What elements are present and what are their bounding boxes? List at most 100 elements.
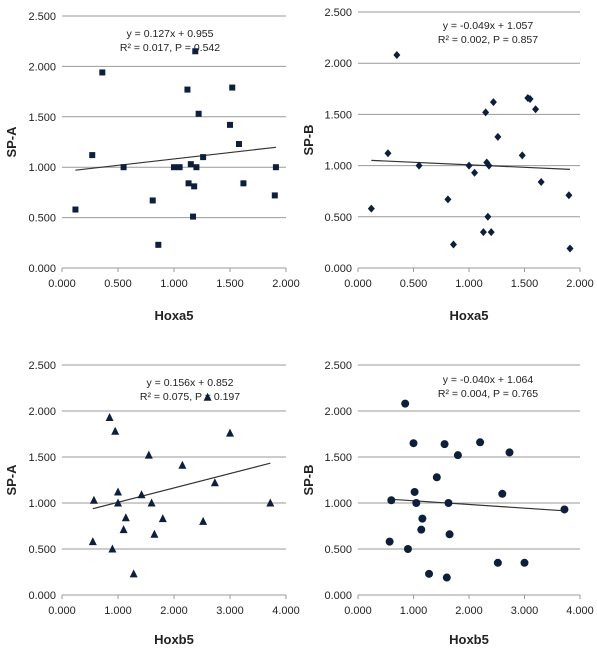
data-point (505, 448, 514, 457)
data-point (99, 69, 106, 76)
trend-line (75, 146, 276, 171)
data-point (484, 212, 492, 221)
x-tick-label: 1.000 (400, 605, 428, 617)
x-tick-label: 0.000 (48, 278, 76, 290)
data-point (471, 168, 479, 177)
y-tick-label: 2.000 (28, 61, 56, 73)
data-point (442, 573, 451, 582)
data-point (418, 514, 427, 523)
data-point (105, 412, 114, 421)
x-axis-label: Hoxb5 (154, 632, 194, 647)
data-point (195, 110, 202, 117)
data-point (444, 195, 452, 204)
x-tick-label: 1.500 (216, 278, 244, 290)
data-point (199, 516, 208, 525)
data-point (150, 529, 159, 538)
x-tick-label: 1.500 (511, 278, 539, 290)
data-point (384, 149, 392, 158)
data-point (178, 460, 187, 469)
data-point (184, 86, 191, 93)
data-point (114, 487, 122, 496)
y-axis-label: SP-B (301, 124, 316, 155)
data-point (144, 450, 153, 459)
y-tick-label: 2.000 (324, 406, 352, 418)
data-point (191, 183, 198, 190)
data-point (412, 499, 421, 507)
data-point (444, 499, 453, 507)
regression-equation: y = -0.049x + 1.057 (443, 20, 534, 32)
y-axis-label: SP-A (4, 126, 19, 158)
data-point (89, 495, 98, 504)
data-point (193, 164, 200, 171)
y-tick-label: 2.500 (324, 7, 352, 19)
regression-equation: y = 0.156x + 0.852 (147, 377, 234, 389)
y-tick-label: 1.000 (324, 498, 352, 510)
x-tick-label: 1.000 (160, 278, 188, 290)
y-tick-label: 0.000 (324, 263, 352, 275)
data-point (498, 489, 507, 498)
data-point (155, 241, 162, 248)
data-point (185, 180, 192, 187)
data-point (410, 487, 419, 496)
y-tick-label: 1.500 (28, 112, 56, 124)
data-point (401, 399, 410, 408)
data-point (453, 451, 462, 460)
data-point (235, 141, 242, 148)
data-point (409, 439, 418, 448)
x-tick-label: 1.000 (455, 278, 483, 290)
y-axis-label: SP-A (4, 464, 19, 496)
x-tick-label: 0.500 (104, 278, 132, 290)
data-point (526, 95, 534, 104)
data-point (537, 177, 545, 186)
data-point (403, 545, 412, 553)
data-point (367, 204, 375, 213)
y-tick-label: 1.500 (324, 109, 352, 121)
data-point (565, 191, 573, 200)
chart-panel-3: 0.000 0.500 1.000 1.500 2.000 2.500 0.000 1.000… (4, 360, 300, 647)
data-point (88, 537, 97, 546)
x-tick-label: 2.000 (160, 605, 188, 617)
data-point (240, 180, 247, 187)
y-tick-label: 0.000 (28, 263, 56, 275)
x-tick-label: 0.000 (344, 278, 372, 290)
y-tick-label: 1.000 (28, 498, 56, 510)
x-tick-label: 2.000 (566, 278, 594, 290)
data-point (489, 98, 497, 107)
data-point (387, 496, 396, 505)
data-point (114, 498, 122, 507)
x-axis-label: Hoxa5 (449, 308, 488, 323)
y-tick-label: 2.500 (28, 360, 56, 372)
data-point (449, 240, 457, 249)
data-point (566, 244, 574, 253)
regression-stats: R² = 0.002, P = 0.857 (438, 34, 538, 46)
data-point (227, 121, 233, 128)
y-tick-label: 1.500 (324, 452, 352, 464)
data-point (192, 48, 199, 55)
y-tick-label: 1.000 (324, 161, 352, 173)
data-point (147, 498, 156, 507)
x-tick-label: 2.000 (272, 278, 300, 290)
data-point (393, 51, 401, 60)
data-point (476, 438, 485, 447)
y-tick-label: 0.500 (28, 544, 56, 556)
data-point (229, 84, 236, 91)
data-point (203, 392, 212, 401)
y-tick-label: 0.000 (28, 590, 56, 602)
regression-stats: R² = 0.075, P = 0.197 (140, 391, 240, 403)
data-point (137, 490, 146, 499)
x-tick-label: 4.000 (566, 605, 594, 617)
x-tick-label: 1.000 (104, 605, 132, 617)
data-point (417, 525, 426, 534)
data-point (226, 428, 234, 437)
data-point (200, 154, 207, 161)
y-tick-label: 2.500 (28, 11, 56, 23)
data-point (176, 164, 183, 171)
chart-panel-4: 0.000 0.500 1.000 1.500 2.000 2.500 0.000 1.000… (301, 360, 594, 647)
y-tick-label: 2.500 (324, 360, 352, 372)
x-tick-label: 0.000 (48, 605, 76, 617)
data-point (89, 152, 96, 159)
data-point (266, 498, 275, 507)
y-tick-label: 1.000 (28, 162, 56, 174)
data-point (119, 525, 128, 534)
